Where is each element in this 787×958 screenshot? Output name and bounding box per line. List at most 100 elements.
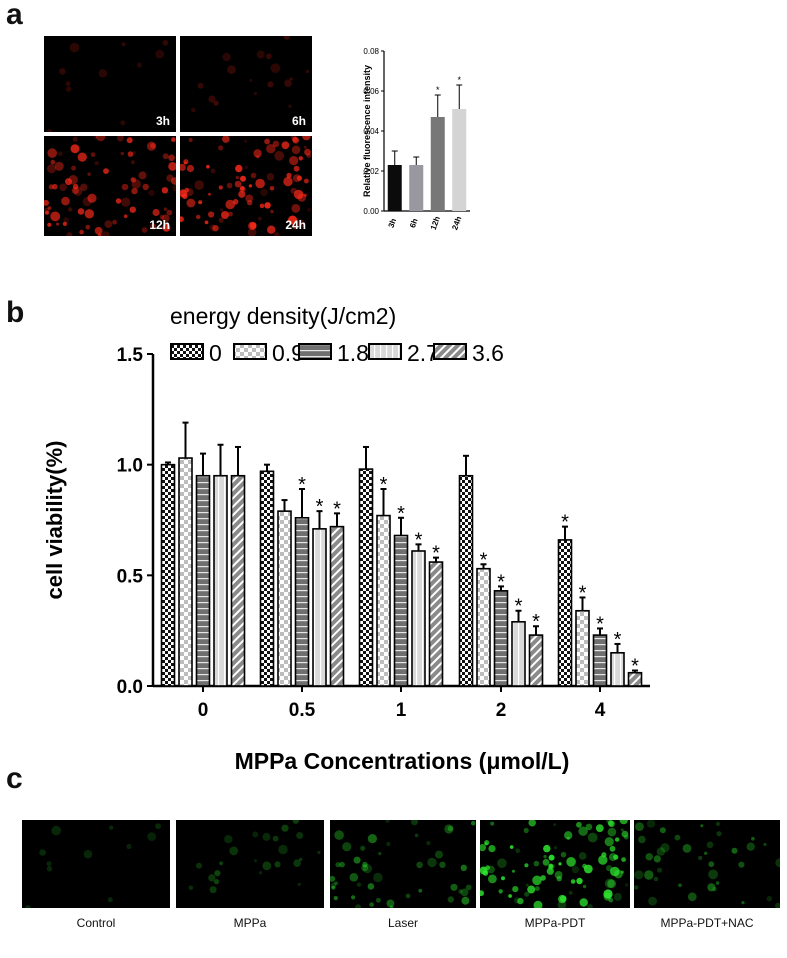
panel-a-letter: a [6, 0, 23, 31]
cell-dot [480, 844, 487, 852]
cell-dot [249, 78, 253, 82]
cell-dot [333, 896, 338, 901]
cell-dot [256, 50, 265, 59]
cell-dot [188, 138, 193, 142]
cell-dot [447, 896, 454, 903]
cell-dot [488, 874, 497, 884]
cell-dot [163, 207, 168, 211]
cell-dot [59, 183, 67, 192]
cell-dot [427, 857, 437, 868]
cell-dot [533, 860, 540, 867]
bar [627, 671, 643, 687]
cell-dot [704, 851, 708, 855]
cell-dot [109, 825, 114, 830]
cell-dot [127, 151, 134, 157]
cell-dot [290, 187, 297, 194]
cell-dot [247, 200, 253, 206]
y-tick-label: 0.5 [117, 566, 144, 587]
cell-dot [775, 858, 780, 868]
bar [476, 567, 491, 687]
significance-marker: * [415, 529, 423, 551]
cell-dot [270, 209, 274, 214]
x-tick-label: 0 [198, 700, 209, 721]
caption-laser: Laser [387, 916, 419, 930]
cell-dot [386, 841, 391, 847]
cell-dot [508, 894, 512, 898]
cell-dot [553, 823, 557, 827]
cell-dot [72, 183, 79, 190]
cell-dot [603, 892, 612, 901]
cell-dot [465, 884, 472, 891]
bar [230, 474, 246, 687]
cell-dot [172, 184, 176, 192]
cell-dot [258, 871, 263, 875]
cell-dot [585, 823, 593, 831]
cell-dot [608, 897, 614, 903]
cell-dot [621, 830, 629, 838]
cell-dot [59, 68, 66, 75]
legend-swatch [298, 343, 332, 360]
cell-dot [738, 861, 745, 868]
cell-dot [131, 187, 138, 195]
cell-dot [71, 165, 77, 171]
cell-dot [46, 129, 53, 132]
cell-dot [376, 897, 381, 903]
cell-dot [130, 160, 135, 165]
cell-dot [90, 152, 96, 158]
cell-dot [447, 825, 454, 832]
cell-dot [278, 844, 288, 855]
cell-dot [450, 883, 458, 891]
x-tick-label: 24h [450, 215, 463, 231]
cell-dot [460, 888, 469, 897]
cell-dot [219, 861, 223, 866]
bar [428, 561, 444, 687]
x-tick-label: 2 [496, 700, 507, 721]
bar [312, 528, 327, 687]
cell-dot [291, 145, 301, 155]
bar [294, 516, 310, 687]
legend-swatch [170, 343, 204, 360]
micrograph-label: 24h [285, 218, 306, 232]
cell-dot [564, 831, 573, 840]
fluorescence-bar-chart: 0.00 0.02 0.04 0.06 0.08 3h 6h * 12h * 24h Relative… [362, 47, 470, 231]
cell-dot [378, 851, 382, 856]
significance-marker: * [480, 549, 488, 571]
cell-dot [303, 145, 307, 149]
cell-dot [87, 193, 97, 203]
x-tick-label: 4 [595, 700, 606, 721]
bar [329, 525, 345, 687]
cell-dot [112, 219, 117, 225]
cell-dot [283, 36, 290, 40]
cell-dot [138, 171, 147, 180]
cell-dot [528, 820, 536, 827]
cell-dot [240, 175, 246, 182]
cell-dot [84, 209, 94, 219]
cell-dot [272, 835, 279, 842]
cell-dot [578, 852, 587, 860]
cell-dot [214, 870, 221, 877]
cell-dot [283, 176, 293, 187]
legend-title: energy density(J/cm2) [170, 303, 396, 329]
cell-dot [634, 885, 639, 890]
panel-b-letter: b [6, 296, 25, 329]
cell-dot [171, 177, 176, 185]
cell-dot [619, 820, 628, 825]
cell-dot [198, 200, 203, 205]
cell-dot [369, 902, 374, 907]
cell-dot [746, 842, 755, 851]
cell-dot [253, 149, 262, 158]
cell-dot [79, 229, 84, 235]
cell-dot [47, 222, 52, 227]
cell-dot [161, 187, 169, 194]
cell-dot [624, 883, 629, 887]
cell-dot [222, 52, 231, 62]
micrograph-control [22, 820, 170, 908]
cell-dot [97, 233, 102, 236]
cell-dot [540, 875, 546, 881]
cell-dot [248, 184, 252, 188]
cell-dot [162, 39, 169, 46]
cell-dot [264, 138, 270, 145]
cell-dot [342, 842, 352, 852]
cell-dot [608, 853, 617, 862]
legend-label: 2.7 [407, 340, 439, 366]
